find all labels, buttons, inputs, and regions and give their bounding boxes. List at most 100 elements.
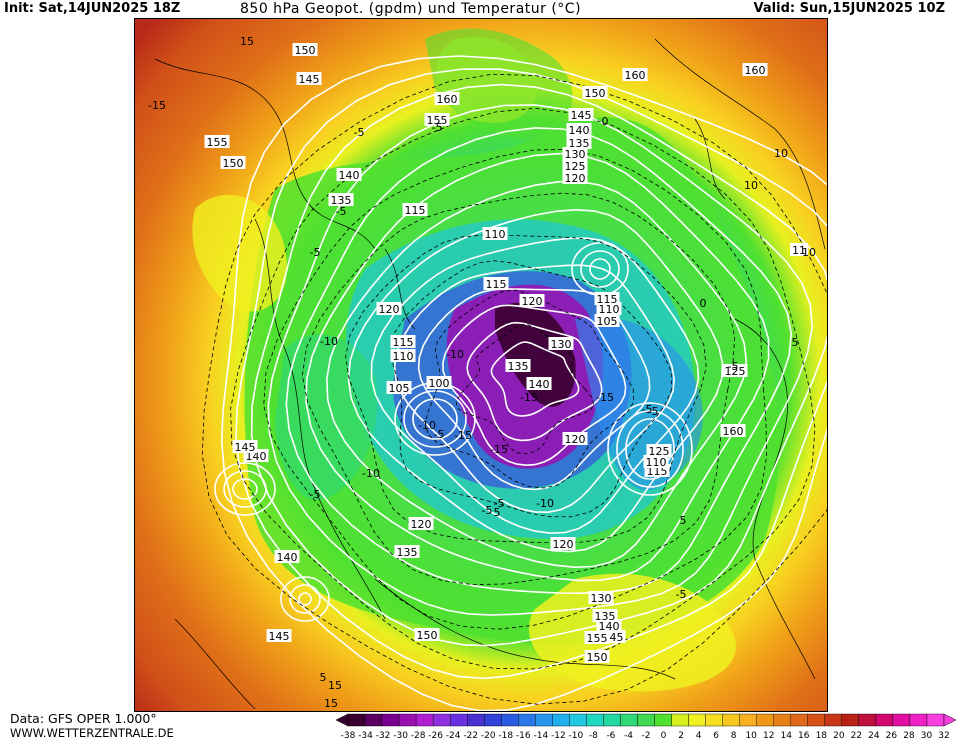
isotherm-label: 0 bbox=[700, 297, 707, 310]
colorbar-tick: 30 bbox=[921, 731, 933, 741]
isohypse-label-bg bbox=[566, 123, 592, 136]
colorbar-swatch bbox=[586, 713, 604, 727]
isohypse-label-bg bbox=[594, 314, 620, 327]
isohypse bbox=[417, 288, 651, 491]
colorbar-swatch bbox=[926, 713, 945, 727]
colorbar-swatch bbox=[552, 713, 570, 727]
isohypse-label: 11 bbox=[792, 244, 806, 257]
isohypse-label-bg bbox=[550, 537, 576, 550]
isohypse-label: 130 bbox=[591, 592, 612, 605]
isotherm-label: -5 bbox=[648, 405, 659, 418]
isohypse-label: 155 bbox=[427, 114, 448, 127]
colorbar-tick: 18 bbox=[816, 731, 828, 741]
isohypse-label: 145 bbox=[571, 109, 592, 122]
isohypse-label-bg bbox=[232, 440, 258, 453]
isohypse bbox=[347, 208, 724, 553]
isohypse-label-bg bbox=[592, 609, 618, 622]
isohypse-label: 135 bbox=[595, 610, 616, 623]
isotherm-label: -10 bbox=[320, 335, 338, 348]
isohypse-label: 145 bbox=[269, 630, 290, 643]
isohypse-closed bbox=[616, 410, 684, 488]
isohypse bbox=[235, 68, 827, 680]
isotherm-label: -15 bbox=[454, 429, 472, 442]
isohypse-label-bg bbox=[646, 444, 672, 457]
colorbar-swatch bbox=[603, 713, 621, 727]
isotherm-label: -5 bbox=[642, 403, 653, 416]
colorbar-swatch bbox=[739, 713, 757, 727]
isohypse-label-bg bbox=[568, 108, 594, 121]
isotherm-label: 15 bbox=[328, 679, 342, 692]
isohypse-label: 150 bbox=[295, 44, 316, 57]
colorbar-tick: -16 bbox=[516, 731, 531, 741]
colorbar-tick: 16 bbox=[798, 731, 810, 741]
colorbar-swatch bbox=[841, 713, 860, 727]
isohypse-label-bg bbox=[643, 455, 669, 468]
isohypse-label: 140 bbox=[277, 551, 298, 564]
isohypse-label: 110 bbox=[485, 228, 506, 241]
colorbar-swatch bbox=[432, 713, 451, 727]
coastline bbox=[374, 578, 676, 680]
temperature-colorbar: -38 -34 -32 -30 -28 -26 -24 -22 -20 -18 -16 -14 -12-… bbox=[335, 713, 957, 741]
isohypse-label-bg bbox=[394, 545, 420, 558]
isohypse-label-bg bbox=[566, 136, 592, 149]
isotherm-label: -5 bbox=[494, 497, 505, 510]
isohypse bbox=[220, 55, 827, 711]
isohypse-label: 155 bbox=[207, 136, 228, 149]
colorbar-tick: 32 bbox=[938, 731, 949, 741]
isohypse-label-bg bbox=[390, 335, 416, 348]
coastline bbox=[384, 248, 416, 330]
colorbar-tick: -34 bbox=[358, 731, 373, 741]
coastline bbox=[154, 58, 376, 250]
website: WWW.WETTERZENTRALE.DE bbox=[10, 726, 174, 740]
colorbar-swatch bbox=[364, 713, 383, 727]
isohypse-label-bg bbox=[519, 294, 545, 307]
isotherm-label: -5 bbox=[432, 121, 443, 134]
colorbar-tick: -30 bbox=[393, 731, 408, 741]
isohypse-label: 120 bbox=[522, 295, 543, 308]
isotherm-label: -15 bbox=[520, 391, 538, 404]
isotherm-label: -5 bbox=[676, 588, 687, 601]
colorbar-swatch bbox=[909, 713, 928, 727]
isohypse bbox=[250, 83, 827, 647]
isotherm bbox=[263, 148, 768, 630]
isohypse-label-bg bbox=[296, 72, 322, 85]
isohypse-label-bg bbox=[720, 424, 746, 437]
chart-title: 850 hPa Geopot. (gpdm) und Temperatur (°… bbox=[240, 1, 582, 17]
isohypse-label: 115 bbox=[405, 204, 426, 217]
isohypse-label-bg bbox=[742, 63, 768, 76]
isohypse-label-bg bbox=[292, 43, 318, 56]
isohypse-closed bbox=[589, 258, 611, 280]
isotherm bbox=[390, 260, 673, 518]
isohypse-label-bg bbox=[790, 243, 808, 256]
colorbar-swatch bbox=[569, 713, 587, 727]
isohypse-closed bbox=[223, 470, 267, 508]
colorbar-tick: 4 bbox=[696, 731, 702, 741]
isohypse-label-bg bbox=[386, 381, 412, 394]
isohypse-label-bg bbox=[596, 302, 622, 315]
isotherm-label: 0 bbox=[602, 115, 609, 128]
isohypse-label: 135 bbox=[569, 137, 590, 150]
isohypse-label: 160 bbox=[723, 425, 744, 438]
colorbar-tick: 20 bbox=[833, 731, 845, 741]
colorbar-tick: -6 bbox=[606, 731, 615, 741]
temperature-area bbox=[495, 302, 576, 407]
colorbar-tick: -8 bbox=[589, 731, 598, 741]
colorbar-tick: -32 bbox=[376, 731, 391, 741]
isotherm-label: 5 bbox=[320, 671, 327, 684]
colorbar-tick: 8 bbox=[731, 731, 737, 741]
isohypse-label: 110 bbox=[393, 350, 414, 363]
isohypse-label-bg bbox=[622, 68, 648, 81]
colorbar-arrow-high bbox=[943, 713, 957, 727]
isotherm-label: -15 bbox=[596, 391, 614, 404]
isohypse-label-bg bbox=[220, 156, 246, 169]
colorbar-swatch bbox=[484, 713, 502, 727]
isotherm-label: -5 bbox=[310, 246, 321, 259]
isotherm-label: -5 bbox=[434, 428, 445, 441]
colorbar-swatch bbox=[501, 713, 519, 727]
isohypse-label: 140 bbox=[529, 378, 550, 391]
isohypse-label-bg bbox=[424, 113, 450, 126]
colorbar-swatch bbox=[824, 713, 843, 727]
colorbar-tick: -22 bbox=[463, 731, 478, 741]
temperature-area bbox=[192, 194, 287, 312]
coastline bbox=[174, 618, 256, 710]
